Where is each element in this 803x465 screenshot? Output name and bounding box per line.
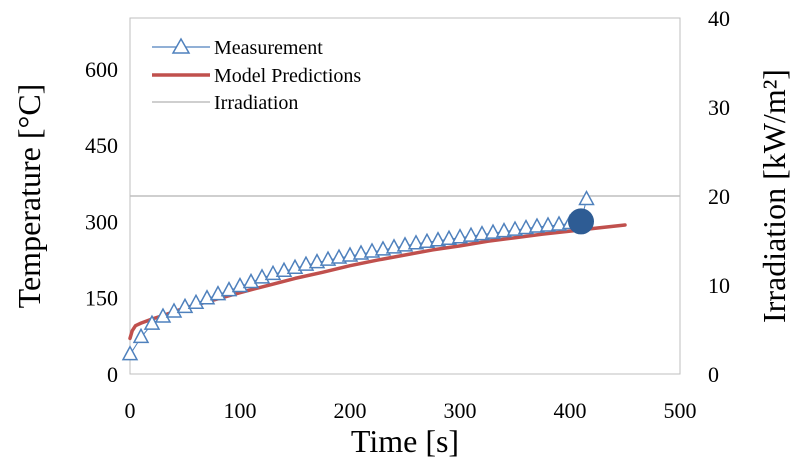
measurement-point — [308, 253, 326, 269]
legend-irradiation-label: Irradiation — [214, 92, 298, 114]
x-axis-ticks: 0 100 200 300 400 500 — [125, 398, 697, 423]
measurement-point — [198, 289, 216, 305]
measurement-point — [385, 238, 403, 254]
y-tick-label: 450 — [85, 133, 118, 158]
measurement-point — [132, 327, 150, 344]
measurement-point — [209, 285, 227, 301]
measurement-point — [506, 220, 524, 236]
y-axis-title: Temperature [°C] — [11, 84, 47, 309]
measurement-series-line — [129, 199, 587, 355]
y-tick-label: 600 — [85, 57, 118, 82]
y-tick-label: 150 — [85, 286, 118, 311]
y-axis-ticks: 0 150 300 450 600 — [85, 57, 118, 387]
measurement-point — [440, 229, 458, 245]
legend-measurement-icon — [171, 37, 191, 54]
measurement-point — [297, 255, 315, 271]
measurement-point — [429, 231, 447, 247]
highlight-point — [568, 208, 594, 235]
measurement-point — [121, 345, 139, 361]
measurement-point — [154, 307, 172, 323]
measurement-point — [231, 276, 249, 293]
measurement-point — [550, 215, 568, 231]
measurement-point — [578, 189, 595, 206]
x-tick-label: 200 — [334, 398, 367, 423]
legend-measurement-label: Measurement — [214, 37, 323, 59]
y2-tick-label: 30 — [708, 95, 730, 120]
y-tick-label: 0 — [107, 362, 118, 387]
x-axis-title: Time [s] — [351, 423, 459, 459]
y2-tick-label: 40 — [708, 6, 730, 31]
y2-axis-ticks: 0 10 20 30 40 — [708, 6, 730, 387]
measurement-point — [407, 234, 425, 250]
model-layer — [128, 223, 627, 341]
y2-axis-title: Irradiation [kW/m²] — [756, 69, 792, 323]
measurement-point — [220, 281, 238, 297]
y2-tick-label: 20 — [708, 184, 730, 209]
measurement-point — [363, 242, 381, 258]
measurement-point — [319, 250, 337, 266]
measurement-point — [484, 223, 502, 239]
measurement-point — [495, 222, 513, 238]
measurement-point — [462, 226, 480, 242]
y2-tick-label: 10 — [708, 273, 730, 298]
measurement-point — [165, 302, 183, 318]
measurement-point — [451, 228, 469, 244]
measurement-point — [473, 225, 491, 241]
measurement-point — [418, 232, 436, 249]
measurement-point — [396, 236, 414, 252]
measurement-point — [187, 293, 205, 310]
measurement-point — [539, 216, 557, 232]
x-tick-label: 400 — [554, 398, 587, 423]
measurement-point — [352, 244, 370, 260]
model-predictions-series-line — [128, 223, 627, 341]
measurement-layer — [121, 189, 595, 361]
x-tick-label: 100 — [224, 398, 257, 423]
legend: Measurement Model Predictions Irradiatio… — [152, 37, 361, 114]
highlight-marker-layer — [568, 208, 594, 235]
x-tick-label: 500 — [664, 398, 697, 423]
y-tick-label: 300 — [85, 209, 118, 234]
measurement-point — [528, 217, 546, 233]
measurement-point — [330, 248, 348, 264]
measurement-point — [341, 246, 359, 262]
measurement-point — [242, 272, 260, 289]
measurement-point — [517, 218, 535, 235]
legend-model-label: Model Predictions — [214, 65, 361, 87]
y2-tick-label: 0 — [708, 362, 719, 387]
measurement-point — [176, 297, 194, 314]
x-tick-label: 300 — [444, 398, 477, 423]
measurement-point — [374, 240, 392, 256]
x-tick-label: 0 — [125, 398, 136, 423]
